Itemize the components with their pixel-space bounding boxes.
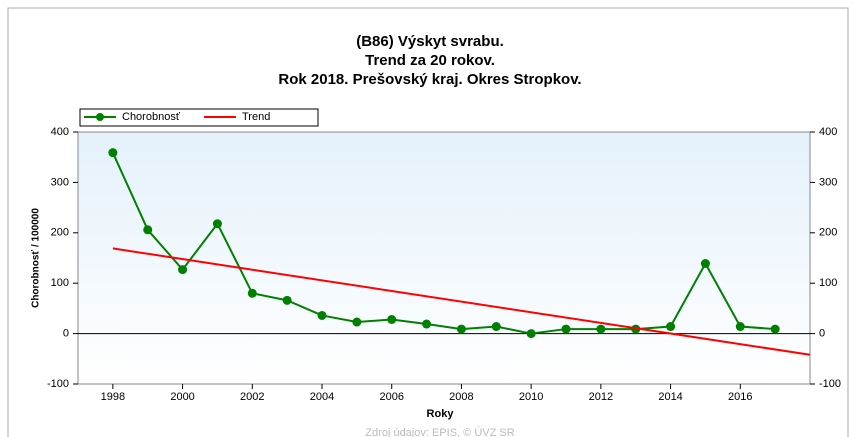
- y2-tick-label: 300: [819, 176, 837, 188]
- legend-label: Chorobnosť: [122, 111, 181, 123]
- frame: [7, 7, 849, 437]
- x-tick-label: 2016: [728, 391, 752, 403]
- y2-tick-label: 400: [819, 126, 837, 138]
- data-point: [456, 324, 466, 334]
- x-tick-label: 2002: [240, 391, 264, 403]
- y-tick-label: 0: [63, 328, 69, 340]
- x-tick-label: 2010: [519, 391, 543, 403]
- footer: Zdroj údajov: EPIS, © ÚVZ SR: [365, 426, 514, 437]
- x-tick-label: 1998: [101, 391, 125, 403]
- data-point: [735, 322, 745, 332]
- data-point: [317, 310, 327, 320]
- data-point: [596, 324, 606, 334]
- x-tick-label: 2000: [170, 391, 194, 403]
- data-point: [700, 259, 710, 269]
- data-point: [526, 329, 536, 339]
- data-point: [770, 324, 780, 334]
- y-tick-label: 100: [51, 277, 69, 289]
- data-point: [212, 219, 222, 229]
- chart-title: Rok 2018. Prešovský kraj. Okres Stropkov…: [278, 71, 581, 88]
- data-point: [108, 148, 118, 158]
- x-tick-label: 2012: [589, 391, 613, 403]
- x-tick-label: 2006: [379, 391, 403, 403]
- series-line: [111, 152, 776, 335]
- y2-tick-label: -100: [819, 378, 841, 390]
- legend-marker: [96, 113, 104, 121]
- data-point: [282, 295, 292, 305]
- x-tick-label: 2004: [310, 391, 334, 403]
- x-tick-label: 2008: [449, 391, 473, 403]
- data-point: [422, 319, 432, 329]
- series-line: [112, 247, 811, 356]
- y-tick-label: 200: [51, 227, 69, 239]
- data-point: [247, 288, 257, 298]
- data-point: [143, 225, 153, 235]
- chart-title: (B86) Výskyt svrabu.: [356, 33, 504, 50]
- data-point: [491, 322, 501, 332]
- data-point: [666, 322, 676, 332]
- y-axis-label: Chorobnosť / 100000: [31, 208, 42, 308]
- y-tick-label: -100: [47, 378, 69, 390]
- plot-area: [77, 131, 811, 385]
- data-point: [352, 317, 362, 327]
- y2-tick-label: 200: [819, 227, 837, 239]
- y2-tick-label: 0: [819, 328, 825, 340]
- x-tick-label: 2014: [658, 391, 682, 403]
- data-point: [387, 314, 397, 324]
- legend-label: Trend: [242, 111, 270, 123]
- chart-title: Trend za 20 rokov.: [365, 52, 495, 69]
- x-axis-label: Roky: [427, 408, 455, 420]
- data-point: [561, 324, 571, 334]
- y-tick-label: 400: [51, 126, 69, 138]
- legend: [79, 108, 319, 127]
- data-point: [178, 265, 188, 275]
- y2-tick-label: 100: [819, 277, 837, 289]
- y-tick-label: 300: [51, 176, 69, 188]
